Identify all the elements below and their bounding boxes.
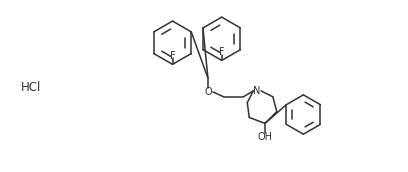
Text: F: F (170, 51, 175, 61)
Text: OH: OH (257, 132, 273, 142)
Text: HCl: HCl (21, 82, 41, 94)
Text: N: N (253, 86, 261, 96)
Text: O: O (204, 87, 212, 97)
Text: F: F (219, 47, 224, 57)
